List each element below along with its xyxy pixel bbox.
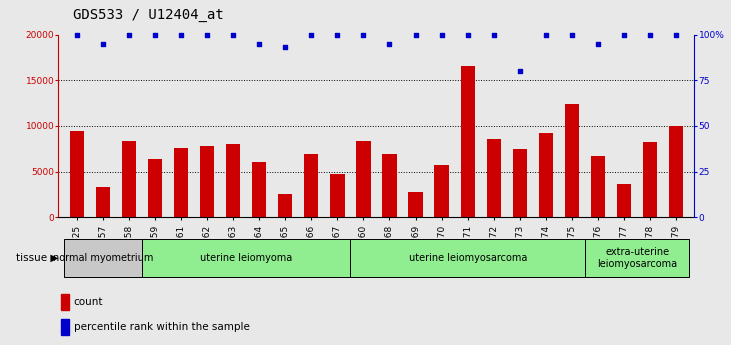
Bar: [278, 194, 292, 217]
Bar: [226, 144, 240, 217]
Text: GDS533 / U12404_at: GDS533 / U12404_at: [73, 8, 224, 22]
Point: [670, 32, 682, 37]
Text: extra-uterine
leiomyosarcoma: extra-uterine leiomyosarcoma: [597, 247, 677, 269]
Bar: [382, 154, 397, 217]
Bar: [565, 104, 579, 217]
Point: [279, 45, 291, 50]
Text: uterine leiomyoma: uterine leiomyoma: [200, 253, 292, 263]
Bar: [487, 139, 501, 217]
Bar: [356, 141, 371, 217]
Point: [514, 68, 526, 74]
Text: normal myometrium: normal myometrium: [53, 253, 153, 263]
Bar: [148, 159, 162, 217]
Point: [306, 32, 317, 37]
Point: [227, 32, 239, 37]
Text: uterine leiomyosarcoma: uterine leiomyosarcoma: [409, 253, 527, 263]
Point: [540, 32, 552, 37]
Point: [409, 32, 421, 37]
Bar: [121, 140, 136, 217]
Bar: [409, 192, 423, 217]
Bar: [617, 185, 632, 217]
Text: percentile rank within the sample: percentile rank within the sample: [74, 322, 250, 332]
Bar: [461, 66, 475, 217]
FancyBboxPatch shape: [350, 239, 585, 277]
FancyBboxPatch shape: [585, 239, 689, 277]
Bar: [61, 294, 69, 309]
Point: [462, 32, 474, 37]
Bar: [61, 319, 69, 335]
Point: [384, 41, 395, 46]
Bar: [512, 149, 527, 217]
Point: [71, 32, 83, 37]
Text: count: count: [74, 297, 103, 307]
Point: [97, 41, 109, 46]
Bar: [252, 161, 266, 217]
FancyBboxPatch shape: [142, 239, 350, 277]
Bar: [174, 148, 188, 217]
Point: [175, 32, 187, 37]
Point: [332, 32, 344, 37]
Bar: [330, 174, 344, 217]
Bar: [69, 131, 84, 217]
Point: [592, 41, 604, 46]
Bar: [200, 146, 214, 217]
Bar: [643, 142, 657, 217]
Point: [618, 32, 630, 37]
FancyBboxPatch shape: [64, 239, 142, 277]
Point: [123, 32, 135, 37]
Text: tissue ▶: tissue ▶: [15, 253, 58, 263]
Bar: [539, 133, 553, 217]
Point: [566, 32, 577, 37]
Point: [436, 32, 447, 37]
Point: [488, 32, 499, 37]
Bar: [669, 126, 683, 217]
Point: [357, 32, 369, 37]
Bar: [434, 165, 449, 217]
Point: [254, 41, 265, 46]
Point: [201, 32, 213, 37]
Point: [149, 32, 161, 37]
Bar: [591, 156, 605, 217]
Point: [644, 32, 656, 37]
Bar: [304, 154, 319, 217]
Bar: [96, 187, 110, 217]
